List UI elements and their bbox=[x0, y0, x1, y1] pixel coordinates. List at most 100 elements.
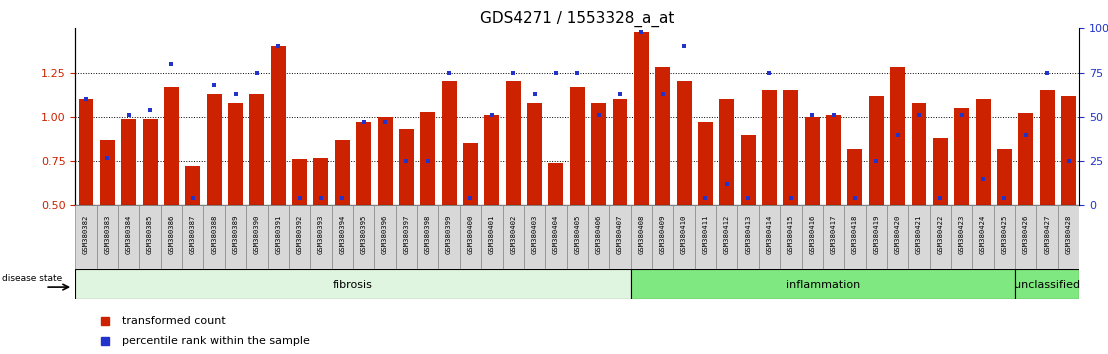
Bar bbox=[570, 87, 585, 205]
Bar bbox=[1039, 90, 1055, 205]
Bar bbox=[289, 205, 310, 269]
Text: GSM380386: GSM380386 bbox=[168, 215, 174, 254]
Bar bbox=[228, 103, 243, 205]
Bar bbox=[310, 205, 331, 269]
Bar bbox=[143, 119, 157, 205]
Text: GSM380402: GSM380402 bbox=[510, 215, 516, 254]
Text: GSM380422: GSM380422 bbox=[937, 215, 943, 254]
Text: GSM380391: GSM380391 bbox=[275, 215, 281, 254]
Bar bbox=[738, 205, 759, 269]
Bar bbox=[503, 205, 524, 269]
Bar bbox=[270, 46, 286, 205]
Bar bbox=[75, 269, 630, 299]
Text: GSM380420: GSM380420 bbox=[894, 215, 901, 254]
Text: GSM380384: GSM380384 bbox=[125, 215, 132, 254]
Bar bbox=[655, 67, 670, 205]
Bar bbox=[378, 117, 392, 205]
Text: GSM380424: GSM380424 bbox=[981, 215, 986, 254]
Bar bbox=[588, 205, 609, 269]
Bar bbox=[762, 90, 777, 205]
Text: GSM380416: GSM380416 bbox=[809, 215, 815, 254]
Bar bbox=[634, 32, 649, 205]
Bar bbox=[716, 205, 738, 269]
Text: GSM380385: GSM380385 bbox=[147, 215, 153, 254]
Title: GDS4271 / 1553328_a_at: GDS4271 / 1553328_a_at bbox=[480, 11, 675, 27]
Bar bbox=[674, 205, 695, 269]
Bar bbox=[1058, 205, 1079, 269]
Bar bbox=[954, 108, 970, 205]
Bar bbox=[719, 99, 735, 205]
Text: GSM380417: GSM380417 bbox=[831, 215, 837, 254]
Bar bbox=[780, 205, 801, 269]
Text: GSM380408: GSM380408 bbox=[638, 215, 645, 254]
Text: GSM380393: GSM380393 bbox=[318, 215, 324, 254]
Bar bbox=[912, 103, 926, 205]
Bar bbox=[335, 140, 350, 205]
Bar bbox=[609, 205, 630, 269]
Text: GSM380421: GSM380421 bbox=[916, 215, 922, 254]
Text: GSM380401: GSM380401 bbox=[489, 215, 495, 254]
Text: GSM380394: GSM380394 bbox=[339, 215, 346, 254]
Bar bbox=[613, 99, 627, 205]
Bar bbox=[1036, 205, 1058, 269]
Bar bbox=[463, 143, 478, 205]
Bar bbox=[100, 140, 115, 205]
Text: GSM380428: GSM380428 bbox=[1066, 215, 1071, 254]
Bar bbox=[545, 205, 566, 269]
Text: unclassified: unclassified bbox=[1014, 280, 1080, 290]
Bar bbox=[417, 205, 439, 269]
Bar bbox=[484, 115, 500, 205]
Bar bbox=[331, 205, 353, 269]
Text: GSM380383: GSM380383 bbox=[104, 215, 111, 254]
Bar bbox=[1015, 205, 1036, 269]
Text: GSM380419: GSM380419 bbox=[873, 215, 880, 254]
Bar bbox=[442, 81, 456, 205]
Bar bbox=[677, 81, 691, 205]
Bar bbox=[314, 158, 328, 205]
Bar bbox=[976, 99, 991, 205]
Bar bbox=[505, 81, 521, 205]
Text: GSM380426: GSM380426 bbox=[1023, 215, 1029, 254]
Bar bbox=[161, 205, 182, 269]
Bar bbox=[420, 112, 435, 205]
Bar bbox=[182, 205, 204, 269]
Bar bbox=[185, 166, 201, 205]
Bar bbox=[1015, 269, 1079, 299]
Text: GSM380382: GSM380382 bbox=[83, 215, 89, 254]
Bar bbox=[783, 90, 799, 205]
Bar bbox=[524, 205, 545, 269]
Bar bbox=[246, 205, 267, 269]
Bar bbox=[869, 96, 884, 205]
Bar bbox=[801, 205, 823, 269]
Text: GSM380427: GSM380427 bbox=[1044, 215, 1050, 254]
Bar bbox=[890, 67, 905, 205]
Text: transformed count: transformed count bbox=[122, 315, 226, 326]
Text: percentile rank within the sample: percentile rank within the sample bbox=[122, 336, 310, 346]
Bar bbox=[267, 205, 289, 269]
Text: GSM380411: GSM380411 bbox=[702, 215, 708, 254]
Text: GSM380407: GSM380407 bbox=[617, 215, 623, 254]
Bar bbox=[527, 103, 542, 205]
Bar bbox=[96, 205, 119, 269]
Bar bbox=[121, 119, 136, 205]
Bar bbox=[994, 205, 1015, 269]
Bar bbox=[698, 122, 712, 205]
Bar bbox=[293, 159, 307, 205]
Bar bbox=[207, 94, 222, 205]
Text: GSM380390: GSM380390 bbox=[254, 215, 260, 254]
Bar bbox=[119, 205, 140, 269]
Text: GSM380398: GSM380398 bbox=[424, 215, 431, 254]
Bar bbox=[375, 205, 396, 269]
Text: GSM380423: GSM380423 bbox=[958, 215, 965, 254]
Bar bbox=[548, 163, 563, 205]
Bar bbox=[225, 205, 246, 269]
Bar bbox=[140, 205, 161, 269]
Text: GSM380399: GSM380399 bbox=[447, 215, 452, 254]
Bar bbox=[909, 205, 930, 269]
Bar bbox=[204, 205, 225, 269]
Bar bbox=[353, 205, 375, 269]
Text: inflammation: inflammation bbox=[786, 280, 860, 290]
Text: GSM380414: GSM380414 bbox=[767, 215, 772, 254]
Bar bbox=[356, 122, 371, 205]
Text: GSM380396: GSM380396 bbox=[382, 215, 388, 254]
